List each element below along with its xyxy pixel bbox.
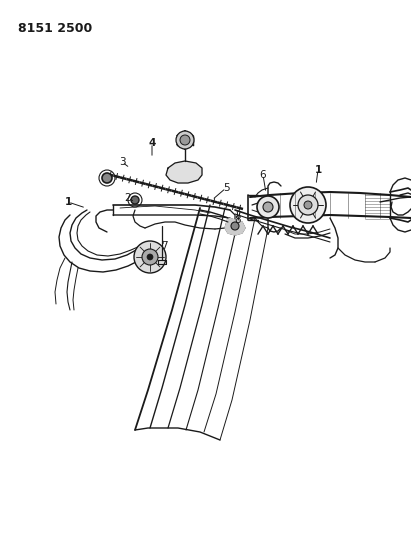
Circle shape <box>147 254 153 260</box>
Circle shape <box>102 173 112 183</box>
Text: 6: 6 <box>260 170 266 180</box>
Text: 5: 5 <box>223 183 229 193</box>
Text: 3: 3 <box>119 157 125 167</box>
Text: 1: 1 <box>65 197 72 207</box>
Text: 2: 2 <box>125 193 131 203</box>
Circle shape <box>131 196 139 204</box>
Circle shape <box>304 201 312 209</box>
Polygon shape <box>166 161 202 183</box>
Circle shape <box>257 196 279 218</box>
Circle shape <box>142 249 158 265</box>
Circle shape <box>134 241 166 273</box>
Circle shape <box>263 202 273 212</box>
Circle shape <box>180 135 190 145</box>
Text: 1: 1 <box>314 165 322 175</box>
Polygon shape <box>225 218 245 235</box>
Circle shape <box>231 222 239 230</box>
Text: 8151 2500: 8151 2500 <box>18 22 92 35</box>
Circle shape <box>176 131 194 149</box>
Text: 7: 7 <box>161 241 167 251</box>
Text: 4: 4 <box>148 138 156 148</box>
Text: 8: 8 <box>235 215 241 225</box>
Circle shape <box>298 195 318 215</box>
Circle shape <box>290 187 326 223</box>
